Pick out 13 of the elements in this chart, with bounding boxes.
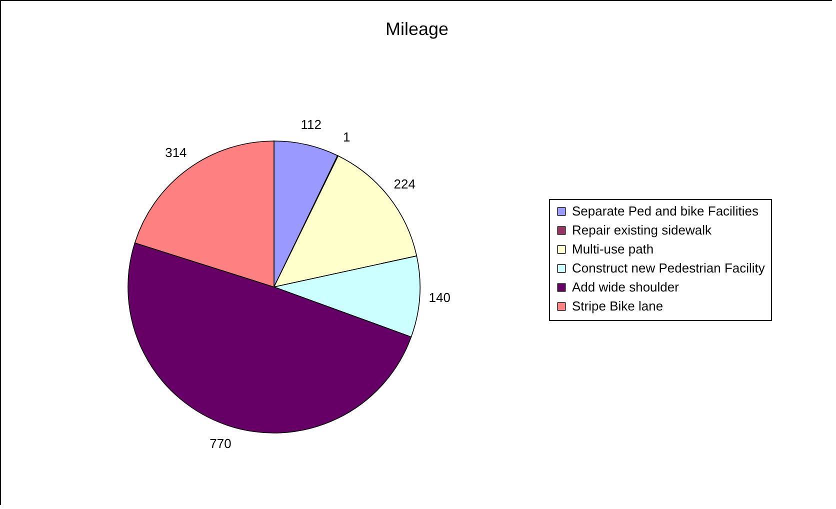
data-label: 1 bbox=[343, 130, 350, 145]
data-label: 770 bbox=[210, 436, 232, 452]
legend-label: Construct new Pedestrian Facility bbox=[572, 260, 766, 276]
data-label: 140 bbox=[428, 290, 450, 306]
data-label: 224 bbox=[394, 176, 416, 192]
data-label: 112 bbox=[300, 117, 322, 132]
legend-label: Add wide shoulder bbox=[572, 280, 680, 294]
legend-label: Stripe Bike lane bbox=[572, 298, 664, 314]
chart-title: Mileage bbox=[385, 19, 449, 39]
data-label: 314 bbox=[165, 145, 187, 160]
legend-label: Multi-use path bbox=[572, 242, 654, 256]
legend-label: Separate Ped and bike Facilities bbox=[572, 204, 759, 218]
legend-label: Repair existing sidewalk bbox=[572, 222, 712, 238]
